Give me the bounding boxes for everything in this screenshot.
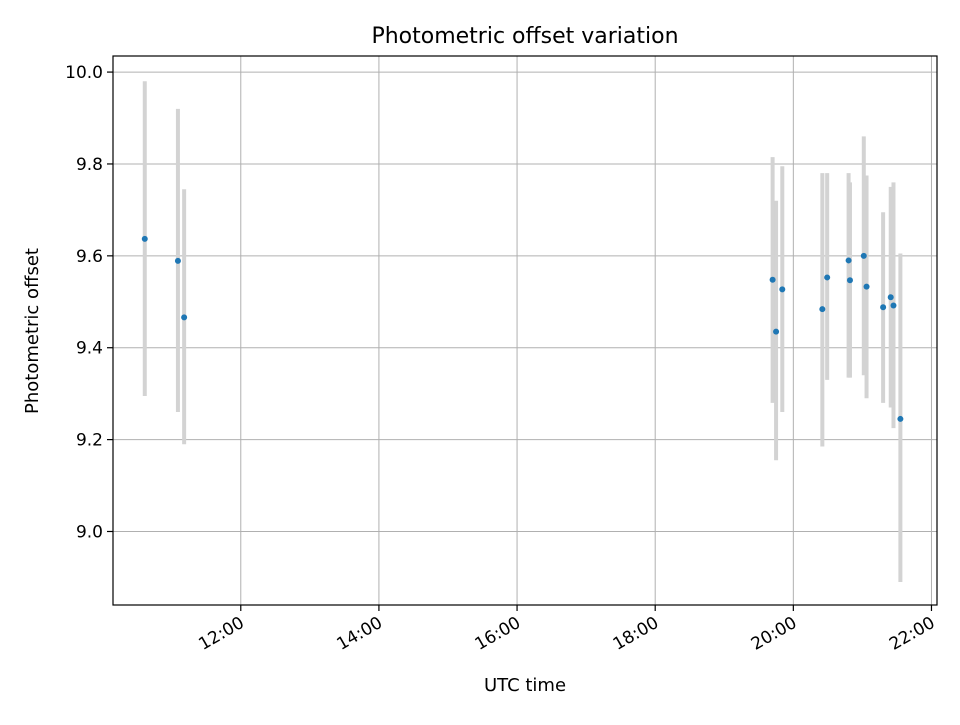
y-tick-label: 9.6	[76, 247, 103, 267]
data-point	[863, 283, 870, 290]
plot-frame	[112, 55, 938, 606]
y-tick-label: 10.0	[65, 63, 103, 83]
data-point	[845, 257, 852, 264]
grid	[113, 56, 937, 605]
data-point	[181, 314, 188, 321]
data-point	[174, 257, 181, 264]
data-point	[860, 252, 867, 259]
data-point	[779, 286, 786, 293]
data-point	[141, 235, 148, 242]
y-tick-label: 9.8	[76, 155, 103, 175]
chart-title: Photometric offset variation	[371, 24, 678, 49]
data-point	[819, 306, 826, 313]
data-point	[773, 328, 780, 335]
data-point	[769, 276, 776, 283]
y-tick-label: 9.0	[76, 522, 103, 542]
x-axis-label: UTC time	[484, 675, 566, 696]
data-point	[846, 277, 853, 284]
data-point	[890, 302, 897, 309]
data-point	[887, 294, 894, 301]
data-point	[880, 304, 887, 311]
data-points	[141, 235, 904, 422]
y-axis-label: Photometric offset	[22, 248, 43, 414]
y-tick-label: 9.4	[76, 339, 103, 359]
data-point	[897, 415, 904, 422]
y-tick-label: 9.2	[76, 431, 103, 451]
data-point	[824, 274, 831, 281]
